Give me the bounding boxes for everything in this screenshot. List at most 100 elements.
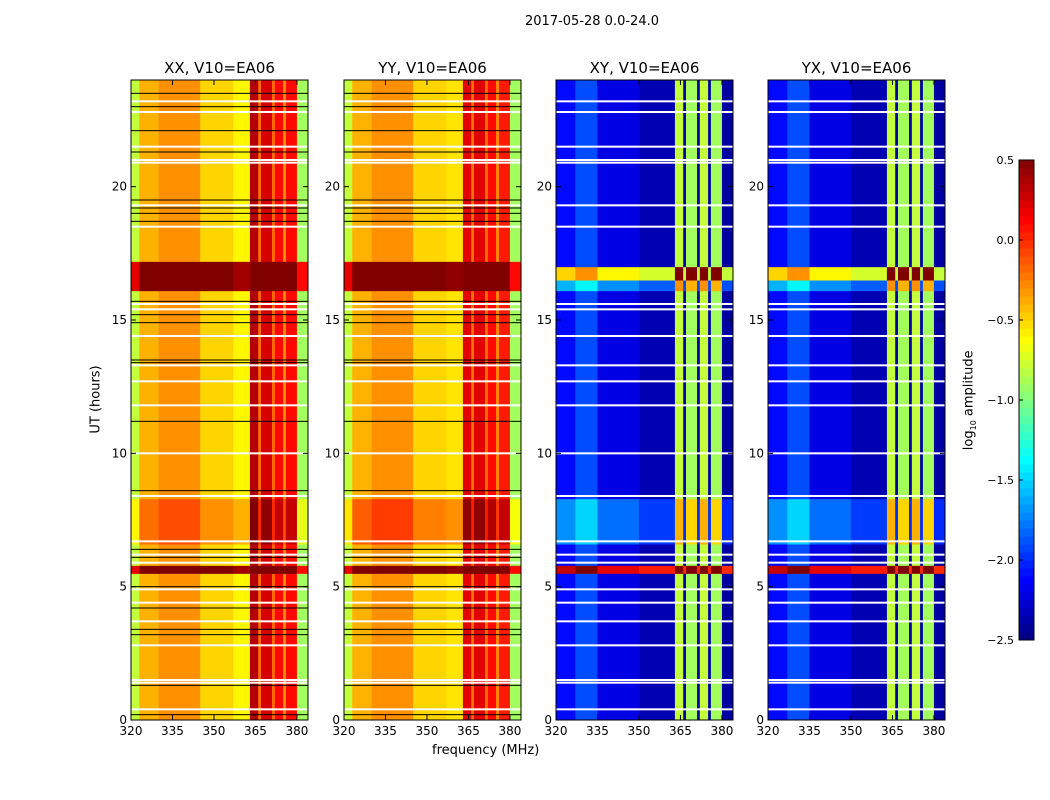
heatmap-cell: [922, 498, 935, 545]
heatmap-cell: [787, 573, 810, 721]
heatmap-cell: [909, 290, 913, 500]
heatmap-cell: [200, 261, 234, 292]
flag-line-black: [131, 151, 308, 153]
x-tick-label: 365: [244, 724, 267, 738]
heatmap-cell: [674, 280, 684, 292]
heatmap-cell: [158, 290, 201, 500]
heatmap-cell: [446, 498, 464, 545]
colorbar-tick-label: −1.0: [987, 394, 1014, 407]
colorbar-segment: [1019, 376, 1034, 385]
colorbar-segment: [1019, 504, 1034, 513]
y-tick-label: 15: [749, 313, 764, 327]
heatmap-cell: [258, 498, 262, 545]
flag-line-white: [768, 452, 945, 455]
colorbar-segment: [1019, 272, 1034, 281]
heatmap-cell: [139, 80, 160, 262]
heatmap-cell: [462, 261, 472, 292]
flag-line-white: [344, 452, 521, 455]
heatmap-cell: [413, 573, 447, 721]
heatmap-cell: [683, 266, 687, 281]
heatmap-cell: [708, 266, 712, 281]
x-tick-label: 350: [416, 724, 439, 738]
heatmap-cell: [496, 498, 500, 545]
x-tick-label: 380: [498, 724, 521, 738]
heatmap-cell: [285, 290, 298, 500]
colorbar-segment: [1019, 592, 1034, 601]
figure-title: 2017-05-28 0.0-24.0: [525, 14, 659, 29]
heatmap-cell: [473, 290, 486, 500]
colorbar-segment: [1019, 184, 1034, 193]
flag-line-black: [131, 300, 308, 302]
heatmap-cell: [809, 498, 852, 545]
flag-line-white: [131, 308, 308, 311]
colorbar-segment: [1019, 512, 1034, 521]
flag-line-white: [131, 561, 308, 564]
flag-line-white: [131, 679, 308, 681]
heatmap-cell: [674, 498, 684, 545]
heatmap-cell: [638, 565, 676, 574]
heatmap-cell: [249, 498, 259, 545]
flag-line-white: [556, 644, 733, 647]
heatmap-cell: [285, 565, 298, 574]
heatmap-cell: [496, 290, 500, 500]
heatmap-cell: [809, 280, 852, 292]
heatmap-cell: [897, 80, 910, 268]
heatmap-cell: [922, 290, 935, 500]
panel-3: YX, V10=EA06 320 335 350 365 380 0 5 10 15 20: [749, 59, 946, 738]
heatmap-cell: [131, 573, 140, 721]
flag-line-white: [556, 100, 733, 103]
heatmap-cell: [597, 290, 640, 500]
heatmap-cell: [897, 280, 910, 292]
heatmap-cell: [850, 498, 888, 545]
colorbar-segment: [1019, 584, 1034, 593]
y-tick-label: 10: [537, 446, 552, 460]
heatmap-cell: [272, 498, 276, 545]
heatmap-cell: [685, 573, 698, 721]
flag-line-white: [131, 540, 308, 543]
heatmap-cell: [909, 498, 913, 545]
heatmap-cell: [258, 290, 262, 500]
heatmap-cell: [909, 280, 913, 292]
colorbar-segment: [1019, 312, 1034, 321]
colorbar-segment: [1019, 464, 1034, 473]
x-tick-label: 335: [374, 724, 397, 738]
heatmap-cell: [285, 498, 298, 545]
flag-line-white: [131, 588, 308, 591]
colorbar-segment: [1019, 496, 1034, 505]
heatmap-cell: [485, 80, 489, 262]
heatmap-cell: [911, 290, 921, 500]
heatmap-cell: [699, 573, 709, 721]
panel-1: YY, V10=EA06 320 335 350 365 380 0 5 10 15 20: [325, 59, 522, 738]
heatmap-cell: [697, 565, 701, 574]
colorbar-segment: [1019, 392, 1034, 401]
heatmap-cell: [683, 290, 687, 500]
heatmap-cell: [897, 565, 910, 574]
heatmap-cell: [638, 573, 676, 721]
flag-line-black: [344, 586, 521, 588]
heatmap-cell: [249, 565, 259, 574]
flag-line-white: [768, 204, 945, 207]
flag-line-black: [344, 634, 521, 636]
heatmap-cell: [895, 573, 899, 721]
heatmap-cell: [895, 280, 899, 292]
heatmap-cell: [710, 280, 723, 292]
heatmap-cell: [886, 565, 896, 574]
flag-line-black: [344, 322, 521, 324]
heatmap-cell: [344, 573, 353, 721]
panel-frame: [767, 79, 946, 721]
flag-line-white: [344, 159, 521, 161]
heatmap-cell: [446, 290, 464, 500]
flag-line-white: [344, 644, 521, 647]
heatmap-cell: [487, 261, 497, 292]
flag-line-white: [131, 495, 308, 497]
flag-line-white: [344, 561, 521, 564]
y-tick-label: 10: [112, 446, 127, 460]
heatmap-cell: [371, 565, 414, 574]
colorbar-segment: [1019, 448, 1034, 457]
flag-line-white: [131, 159, 308, 161]
flag-line-black: [131, 322, 308, 324]
flag-line-white: [344, 601, 521, 604]
flag-line-black: [131, 199, 308, 201]
heatmap-cell: [638, 266, 676, 281]
